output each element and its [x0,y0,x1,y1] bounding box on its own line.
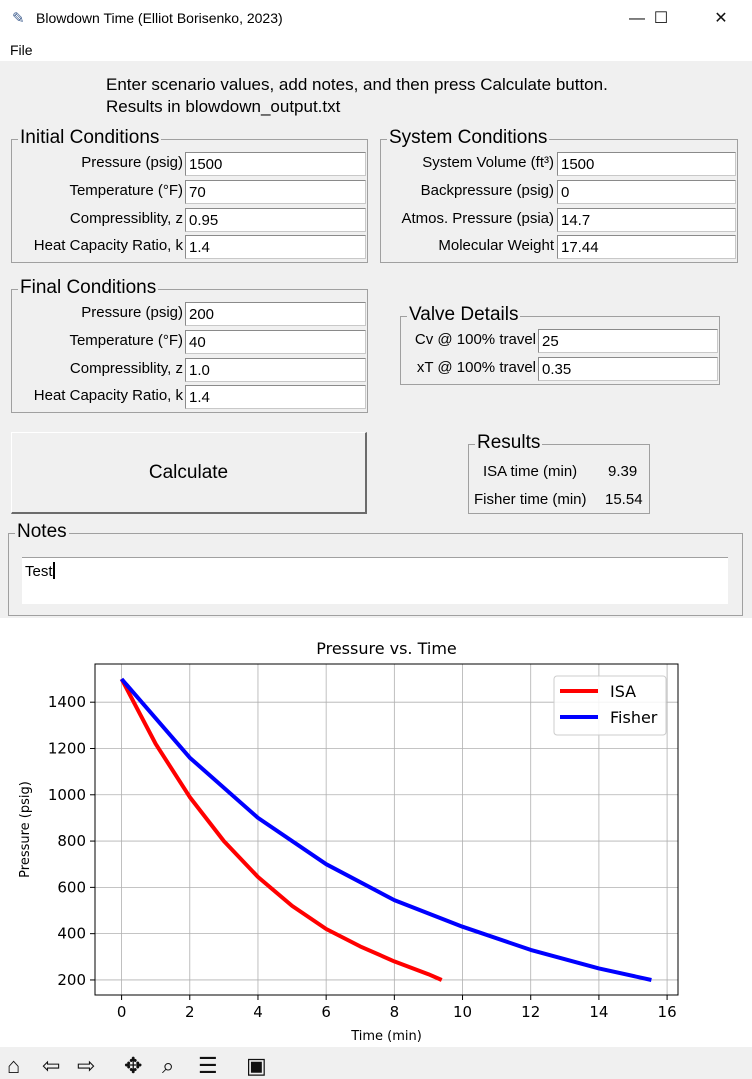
initial-temperature-field[interactable]: 70 [185,180,366,204]
configure-icon[interactable]: ☰ [198,1053,218,1078]
instructions-line-2: Results in blowdown_output.txt [106,97,341,116]
results-frame: Results ISA time (min) 9.39 Fisher time … [468,433,650,514]
plot-area: 0 2 4 6 8 10 12 14 16 200 400 600 800 1000 1200 1400 Pre… [0,618,752,1047]
x-tick-label: 10 [453,1003,472,1021]
results-title: Results [475,432,543,453]
x-tick-label: 4 [253,1003,263,1021]
isa-time-value: 9.39 [608,463,638,480]
initial-pressure-field[interactable]: 1500 [185,152,366,176]
initial-temperature-label: Temperature (°F) [69,182,183,199]
plot-toolbar: ⌂ ⇦ ⇨ ✥ ⌕ ☰ ▣ [0,1047,752,1079]
initial-conditions-title: Initial Conditions [18,127,162,148]
menu-bar: File [0,37,752,61]
final-conditions-title: Final Conditions [18,277,159,298]
zoom-icon[interactable]: ⌕ [162,1053,175,1078]
notes-title: Notes [15,521,69,542]
valve-details-title: Valve Details [407,304,521,325]
text-caret [52,562,55,579]
x-tick-label: 12 [521,1003,540,1021]
system-conditions-title: System Conditions [387,127,550,148]
backpressure-label: Backpressure (psig) [420,182,554,199]
y-axis-label: Pressure (psig) [18,781,33,878]
initial-k-label: Heat Capacity Ratio, k [33,237,183,254]
x-tick-label: 6 [321,1003,331,1021]
cv-label: Cv @ 100% travel [414,331,536,348]
calculate-button[interactable]: Calculate [11,432,367,514]
forward-icon[interactable]: ⇨ [77,1053,96,1078]
valve-details-frame: Valve Details Cv @ 100% travel 25 xT @ 1… [400,305,720,385]
initial-z-label: Compressiblity, z [69,210,183,227]
save-icon[interactable]: ▣ [246,1053,267,1078]
y-tick-label: 800 [57,832,86,850]
final-z-field[interactable]: 1.0 [185,358,366,382]
notes-text: Test [25,563,53,580]
notes-input[interactable]: Test [22,557,728,604]
final-conditions-frame: Final Conditions Pressure (psig) 200 Tem… [11,278,368,413]
chart-title: Pressure vs. Time [316,639,457,658]
home-icon[interactable]: ⌂ [7,1053,21,1078]
initial-pressure-label: Pressure (psig) [81,154,183,171]
close-button[interactable]: ✕ [714,10,728,27]
initial-k-field[interactable]: 1.4 [185,235,366,259]
final-temperature-label: Temperature (°F) [69,332,183,349]
system-conditions-frame: System Conditions System Volume (ft³) 15… [380,128,738,263]
instructions: Enter scenario values, add notes, and th… [106,74,608,118]
window-title: Blowdown Time (Elliot Borisenko, 2023) [36,10,283,26]
fisher-time-label: Fisher time (min) [474,491,587,508]
xt-field[interactable]: 0.35 [538,357,718,381]
atmos-pressure-label: Atmos. Pressure (psia) [401,210,554,227]
x-tick-label: 16 [658,1003,677,1021]
menu-file[interactable]: File [10,42,33,58]
title-bar: ✎ Blowdown Time (Elliot Borisenko, 2023)… [0,0,752,37]
series-line-isa [119,678,443,982]
final-k-label: Heat Capacity Ratio, k [33,387,183,404]
legend-label-fisher: Fisher [610,708,658,727]
back-icon[interactable]: ⇦ [42,1053,61,1078]
initial-conditions-frame: Initial Conditions Pressure (psig) 1500 … [11,128,368,263]
minimize-button[interactable]: — [629,10,645,27]
y-tick-label: 400 [57,925,86,943]
instructions-line-1: Enter scenario values, add notes, and th… [106,75,608,94]
isa-time-label: ISA time (min) [483,463,578,480]
cv-field[interactable]: 25 [538,329,718,353]
x-tick-label: 14 [589,1003,608,1021]
atmos-pressure-field[interactable]: 14.7 [557,208,736,232]
final-pressure-field[interactable]: 200 [185,302,366,326]
initial-z-field[interactable]: 0.95 [185,208,366,232]
system-volume-field[interactable]: 1500 [557,152,736,176]
fisher-time-value: 15.54 [605,491,643,508]
system-volume-label: System Volume (ft³) [422,154,554,171]
xt-label: xT @ 100% travel [416,359,536,376]
pressure-vs-time-chart: 0 2 4 6 8 10 12 14 16 200 400 600 800 1000 1200 1400 Pre… [18,639,679,1044]
final-k-field[interactable]: 1.4 [185,385,366,409]
y-tick-label: 600 [57,878,86,896]
final-z-label: Compressiblity, z [69,360,183,377]
molecular-weight-field[interactable]: 17.44 [557,235,736,259]
final-temperature-field[interactable]: 40 [185,330,366,354]
maximize-button[interactable]: ☐ [653,10,669,27]
y-tick-label: 1400 [48,693,86,711]
x-tick-label: 2 [185,1003,195,1021]
plot-frame [94,663,679,996]
feather-icon: ✎ [12,10,25,27]
backpressure-field[interactable]: 0 [557,180,736,204]
x-tick-label: 0 [117,1003,127,1021]
y-tick-label: 1200 [48,739,86,757]
y-tick-label: 1000 [48,786,86,804]
notes-frame: Notes [8,522,743,616]
final-pressure-label: Pressure (psig) [81,304,183,321]
y-tick-label: 200 [57,971,86,989]
pan-icon[interactable]: ✥ [124,1053,143,1078]
series-line-fisher [120,677,652,982]
x-axis-label: Time (min) [350,1029,422,1044]
x-tick-label: 8 [390,1003,400,1021]
molecular-weight-label: Molecular Weight [438,237,554,254]
legend-label-isa: ISA [610,682,636,701]
